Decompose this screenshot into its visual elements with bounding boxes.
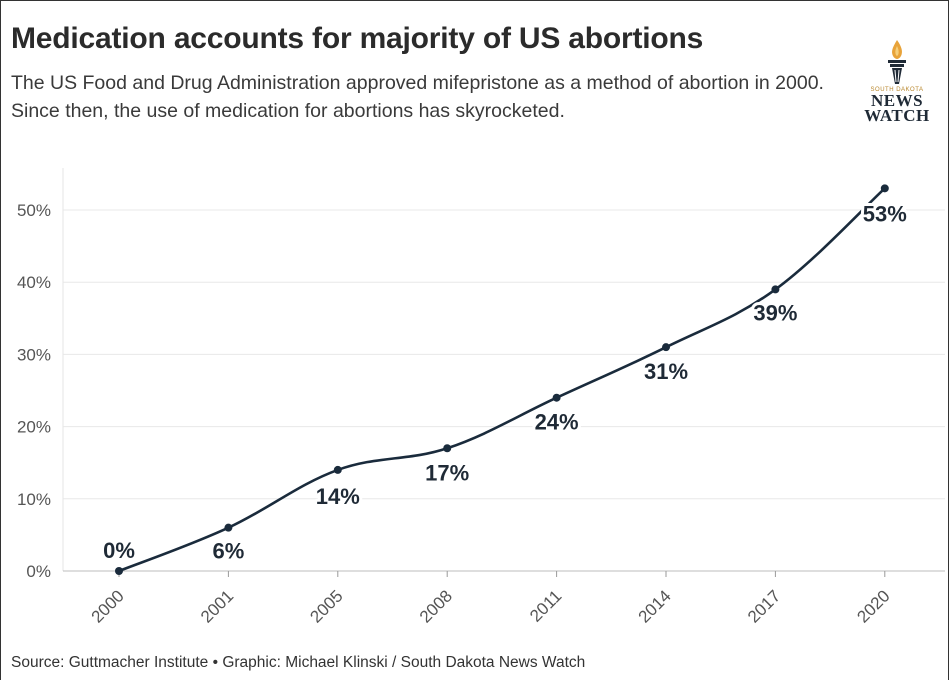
logo-top-text: SOUTH DAKOTA: [870, 87, 924, 93]
y-tick-label: 40%: [17, 273, 51, 292]
x-tick-label: 2014: [635, 586, 675, 626]
line-chart-svg: 0% 10% 20% 30% 40% 50% 2000 2001 2005 2008 2011 201…: [17, 168, 945, 627]
x-tick-label: 2001: [197, 586, 237, 626]
x-tick-label: 2011: [526, 586, 565, 625]
logo-line-news: NEWS: [870, 91, 924, 110]
chart-subtitle: The US Food and Drug Administration appr…: [11, 72, 824, 122]
data-point: [771, 285, 780, 294]
data-label: 24%: [535, 410, 579, 435]
data-point: [662, 343, 670, 352]
x-tick-label: 2008: [416, 586, 456, 626]
chart-title: Medication accounts for majority of US a…: [11, 22, 704, 55]
y-tick-label: 20%: [17, 418, 51, 437]
y-tick-label: 0%: [26, 562, 51, 581]
data-point: [443, 444, 452, 453]
data-point: [333, 465, 342, 474]
news-watch-logo: SOUTH DAKOTA NEWS WATCH: [852, 38, 942, 133]
line-chart: 0% 10% 20% 30% 40% 50% 2000 2001 2005 2008 2011 201…: [0, 160, 949, 650]
x-tick-label: 2000: [88, 586, 128, 626]
data-label: 31%: [644, 359, 688, 384]
logo-line-watch: WATCH: [864, 106, 930, 125]
x-tick-label: 2005: [306, 586, 346, 626]
data-label: 39%: [753, 300, 797, 325]
torch-icon: [888, 40, 906, 84]
data-label: 53%: [863, 201, 907, 226]
data-point: [552, 393, 561, 402]
x-tick-label: 2017: [744, 586, 784, 626]
y-tick-label: 50%: [17, 201, 51, 220]
y-tick-label: 30%: [17, 345, 51, 364]
data-point: [224, 523, 233, 532]
x-tick-label: 2020: [853, 586, 893, 626]
data-label: 14%: [316, 484, 360, 509]
data-point: [880, 184, 889, 193]
y-tick-label: 10%: [17, 490, 51, 509]
data-label: 6%: [213, 539, 245, 564]
data-label: 17%: [425, 460, 469, 485]
series-line: [118, 187, 886, 573]
data-point: [115, 567, 123, 575]
data-label: 0%: [103, 538, 135, 563]
source-note: Source: Guttmacher Institute • Graphic: …: [11, 654, 586, 671]
